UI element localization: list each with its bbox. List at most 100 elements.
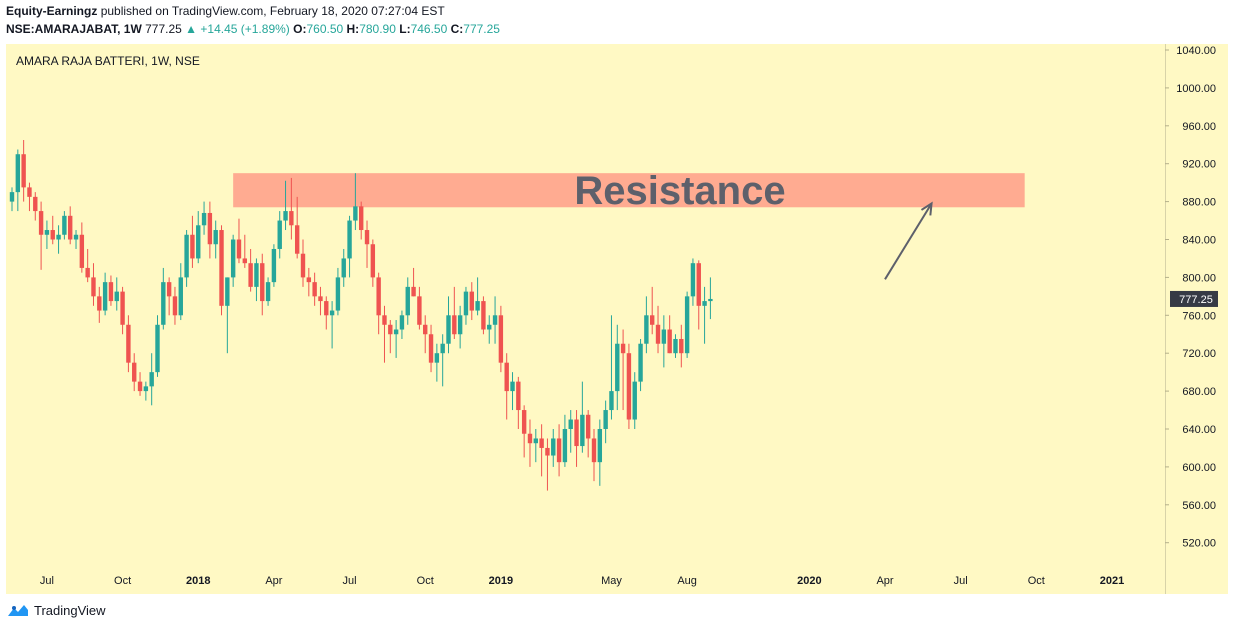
candle — [632, 372, 637, 429]
open-label: O: — [293, 22, 307, 36]
y-tick-label: 800.00 — [1182, 272, 1216, 284]
last-price-marker-label: 777.25 — [1179, 294, 1213, 306]
candle — [481, 296, 486, 335]
candle-body — [498, 315, 504, 363]
trend-arrow[interactable] — [884, 202, 933, 280]
candle-body — [196, 225, 201, 259]
candle-body — [440, 343, 445, 354]
candle — [359, 201, 364, 240]
candle-body — [120, 291, 125, 325]
candle-body — [300, 253, 306, 278]
candle-body — [609, 391, 614, 411]
candle-body — [50, 230, 55, 240]
footer-brand-label: TradingView — [34, 602, 106, 618]
candle-body — [533, 438, 538, 444]
candle-body — [97, 296, 102, 311]
candle-body — [79, 234, 85, 268]
candle-body — [230, 239, 236, 278]
candle-body — [137, 381, 143, 392]
candle-body — [568, 419, 573, 429]
candle-body — [102, 282, 108, 311]
candle-body — [27, 187, 32, 197]
candle — [673, 334, 678, 358]
y-tick-label: 720.00 — [1182, 348, 1216, 360]
candle — [166, 277, 172, 316]
y-tick-label: 920.00 — [1182, 159, 1216, 171]
candle — [161, 267, 166, 330]
candle — [504, 353, 509, 420]
candle — [242, 234, 247, 268]
candle-body — [452, 315, 457, 335]
candle — [143, 381, 149, 401]
published-info: published on TradingView.com, February 1… — [100, 4, 445, 18]
candle — [254, 258, 259, 302]
candle — [498, 305, 504, 373]
candle — [690, 258, 696, 306]
candle-body — [655, 324, 661, 344]
footer-brand[interactable]: TradingView — [6, 602, 106, 618]
tradingview-logo-icon — [8, 605, 28, 616]
x-tick-label: Aug — [677, 575, 697, 587]
candle — [196, 211, 201, 264]
y-tick-label: 760.00 — [1182, 310, 1216, 322]
candle-body — [126, 324, 131, 363]
y-tick-label: 560.00 — [1182, 500, 1216, 512]
candle — [190, 215, 195, 268]
candle — [97, 286, 102, 323]
y-tick-label: 680.00 — [1182, 386, 1216, 398]
candle — [620, 329, 626, 411]
candle — [265, 277, 271, 306]
candle-body — [347, 220, 352, 259]
x-tick-label: 2020 — [797, 575, 821, 587]
candle — [213, 220, 218, 259]
candle-body — [335, 277, 341, 311]
candle-body — [277, 220, 282, 249]
candle-body — [155, 324, 160, 373]
trend-arrow-head — [920, 201, 933, 216]
candle-body — [667, 329, 672, 354]
candle — [457, 305, 463, 349]
author-name[interactable]: Equity-Earningz — [6, 4, 98, 18]
candle — [44, 220, 50, 249]
candle-body — [708, 298, 713, 302]
x-tick-label: 2021 — [1100, 575, 1124, 587]
candle — [260, 253, 265, 316]
candle — [201, 201, 207, 235]
candle-body — [149, 372, 154, 387]
candle — [562, 414, 568, 467]
candle-body — [201, 212, 207, 226]
candle-body — [650, 315, 655, 325]
candle-body — [428, 334, 434, 363]
candle-body — [62, 215, 67, 235]
low-value: 746.50 — [410, 22, 448, 36]
candle-body — [702, 301, 707, 306]
candle-body — [283, 211, 288, 221]
close-label: C: — [450, 22, 464, 36]
candle-body — [271, 248, 277, 283]
symbol-label[interactable]: NSE:AMARAJABAT, 1W — [6, 22, 142, 36]
resistance-zone[interactable] — [233, 173, 1025, 208]
candle-body — [388, 324, 393, 335]
candle-body — [399, 315, 405, 330]
candle — [440, 334, 445, 387]
candle-body — [591, 438, 597, 463]
candle — [661, 315, 667, 368]
candle — [568, 410, 573, 453]
candle-body — [545, 447, 550, 456]
candle-body — [236, 239, 242, 259]
candle-body — [289, 211, 294, 226]
ohlc-line: NSE:AMARAJABAT, 1W 777.25 ▲ +14.45 (+1.8… — [6, 22, 500, 36]
candle — [27, 182, 32, 212]
candle — [236, 218, 242, 264]
candle — [551, 429, 556, 467]
high-value: 780.90 — [359, 22, 396, 36]
candle-body — [673, 338, 678, 354]
candle-body — [551, 438, 556, 456]
candle — [487, 315, 492, 344]
candle — [650, 286, 655, 335]
price-axis[interactable] — [1165, 44, 1228, 594]
candle-body — [603, 410, 608, 429]
candle-body — [696, 263, 701, 306]
chart-plot-area[interactable] — [6, 44, 1165, 594]
resistance-annotation[interactable]: Resistance — [574, 169, 785, 213]
